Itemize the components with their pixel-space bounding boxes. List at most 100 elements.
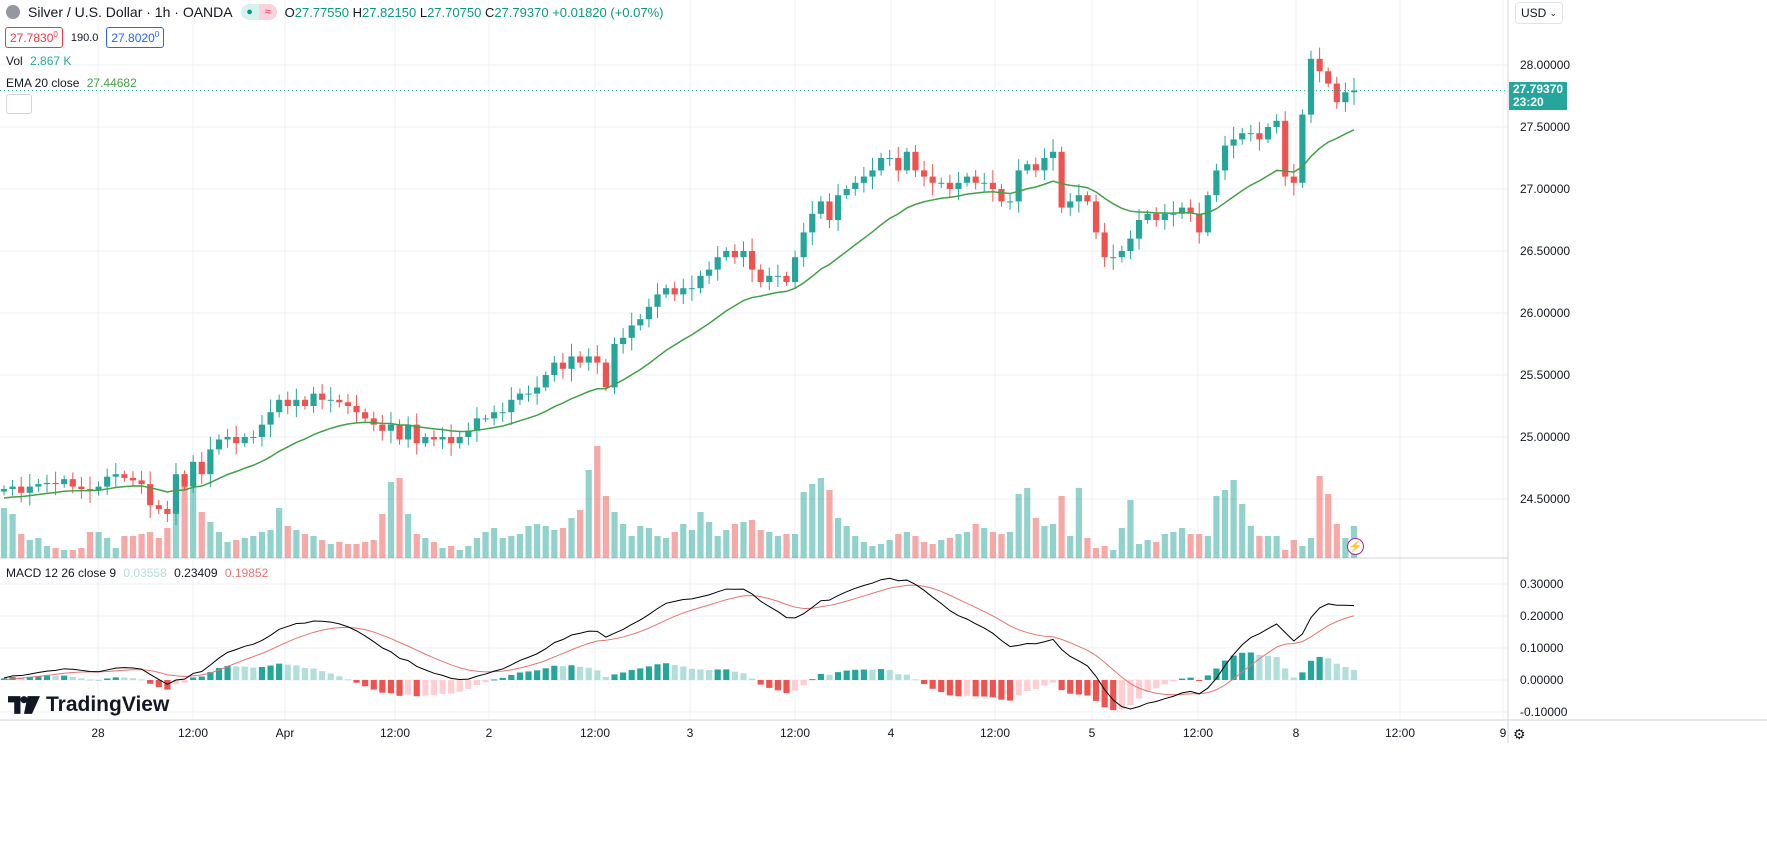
low-label: L	[419, 4, 428, 20]
volume-bar	[1058, 496, 1065, 558]
chevron-down-icon: ⌄	[1549, 7, 1557, 18]
volume-bar	[112, 548, 119, 558]
candle-body	[920, 170, 928, 177]
volume-bar	[18, 534, 25, 558]
macd-histogram-bar	[491, 679, 498, 681]
macd-histogram-bar	[1041, 680, 1048, 686]
quote-panel: 27.78300 190.0 27.80200	[5, 27, 165, 48]
candle-body	[9, 486, 16, 490]
macd-legend[interactable]: MACD 12 26 close 9 0.03558 0.23409 0.198…	[6, 566, 268, 580]
candle-body	[731, 251, 738, 258]
lightning-icon[interactable]: ⚡	[1347, 538, 1364, 555]
candle-body	[0, 489, 8, 492]
volume-bar	[482, 532, 489, 558]
macd-histogram-bar	[671, 665, 678, 680]
sell-button[interactable]: 27.78300	[5, 27, 63, 48]
volume-bar	[1213, 496, 1220, 558]
candle-body	[972, 176, 979, 183]
volume-bar	[405, 514, 412, 558]
volume-bar	[198, 512, 205, 558]
volume-bar	[267, 530, 274, 558]
volume-bar	[534, 524, 541, 558]
sell-price-sup: 0	[53, 30, 58, 39]
candle-body	[1101, 232, 1108, 258]
macd-histogram-bar	[714, 669, 721, 680]
candle-body	[241, 437, 248, 444]
candle-body	[1153, 213, 1160, 220]
settings-icon[interactable]: ⚙	[1513, 726, 1526, 742]
macd-histogram-bar	[1110, 680, 1117, 711]
macd-histogram-bar	[611, 674, 618, 680]
volume-bar	[121, 536, 128, 558]
macd-histogram-bar	[112, 677, 119, 680]
candle-body	[413, 424, 420, 444]
candle-body	[379, 424, 386, 431]
macd-histogram-bar	[1264, 655, 1272, 680]
candle-body	[353, 406, 360, 413]
volume-bar	[1170, 532, 1177, 558]
macd-histogram-bar	[869, 669, 876, 680]
tradingview-logo[interactable]: TradingView	[8, 693, 169, 717]
symbol-title[interactable]: Silver / U.S. Dollar · 1h · OANDA	[28, 4, 233, 20]
macd-histogram-bar	[327, 673, 334, 680]
volume-bar	[258, 532, 266, 558]
volume-bar	[826, 490, 833, 558]
collapse-legend-button[interactable]	[6, 94, 32, 114]
candle-body	[104, 476, 111, 487]
candle-body	[310, 393, 317, 406]
macd-histogram-bar	[1333, 663, 1340, 680]
candle-body	[207, 449, 214, 475]
candle-body	[1282, 120, 1289, 177]
candle-body	[1239, 133, 1246, 140]
volume-bar	[26, 540, 33, 558]
candle-body	[620, 337, 627, 344]
time-tick: 12:00	[780, 726, 810, 740]
volume-bar	[448, 546, 455, 558]
volume-bar	[508, 536, 515, 558]
volume-bar	[706, 522, 713, 558]
volume-bar	[766, 532, 773, 558]
macd-histogram-bar	[903, 674, 910, 680]
macd-histogram-bar	[26, 676, 33, 680]
macd-histogram-bar	[1049, 680, 1057, 683]
macd-histogram-bar	[1161, 680, 1168, 685]
spread: 190.0	[70, 31, 99, 44]
candle-body	[1067, 201, 1074, 208]
macd-histogram-bar	[344, 679, 352, 681]
volume-legend[interactable]: Vol 2.867 K	[6, 54, 71, 68]
macd-histogram-bar	[594, 670, 601, 680]
volume-bar	[422, 538, 429, 558]
ema-legend[interactable]: EMA 20 close 27.44682	[6, 76, 137, 90]
candle-body	[1178, 207, 1186, 214]
close-value: 27.79370	[494, 4, 549, 20]
candle-body	[663, 288, 670, 295]
currency-select[interactable]: USD ⌄	[1515, 2, 1563, 24]
volume-bar	[319, 540, 326, 558]
macd-histogram-bar	[1290, 677, 1297, 680]
candle-body	[112, 474, 119, 477]
candle-body	[1144, 213, 1151, 220]
volume-bar	[1342, 538, 1349, 558]
buy-button[interactable]: 27.80200	[106, 27, 165, 48]
candle-body	[757, 269, 764, 282]
candle-body	[886, 158, 893, 159]
market-status[interactable]: ● ≈	[240, 4, 277, 20]
candle-body	[1290, 176, 1297, 183]
candle-body	[1221, 145, 1229, 171]
macd-histogram-bar	[1075, 680, 1082, 695]
volume-bar	[748, 520, 756, 558]
macd-histogram-bar	[319, 671, 326, 680]
candle-body	[172, 474, 180, 514]
volume-bar	[981, 528, 988, 558]
macd-histogram-bar	[852, 669, 859, 680]
macd-histogram-bar	[276, 663, 283, 680]
candle-body	[1247, 133, 1254, 135]
close-label: C	[484, 4, 495, 20]
volume-bar	[809, 484, 816, 558]
volume-bar	[1290, 540, 1297, 558]
time-tick: 2	[486, 726, 493, 740]
macd-histogram-bar	[577, 666, 584, 680]
candle-body	[233, 437, 240, 444]
volume-bar	[155, 538, 162, 558]
